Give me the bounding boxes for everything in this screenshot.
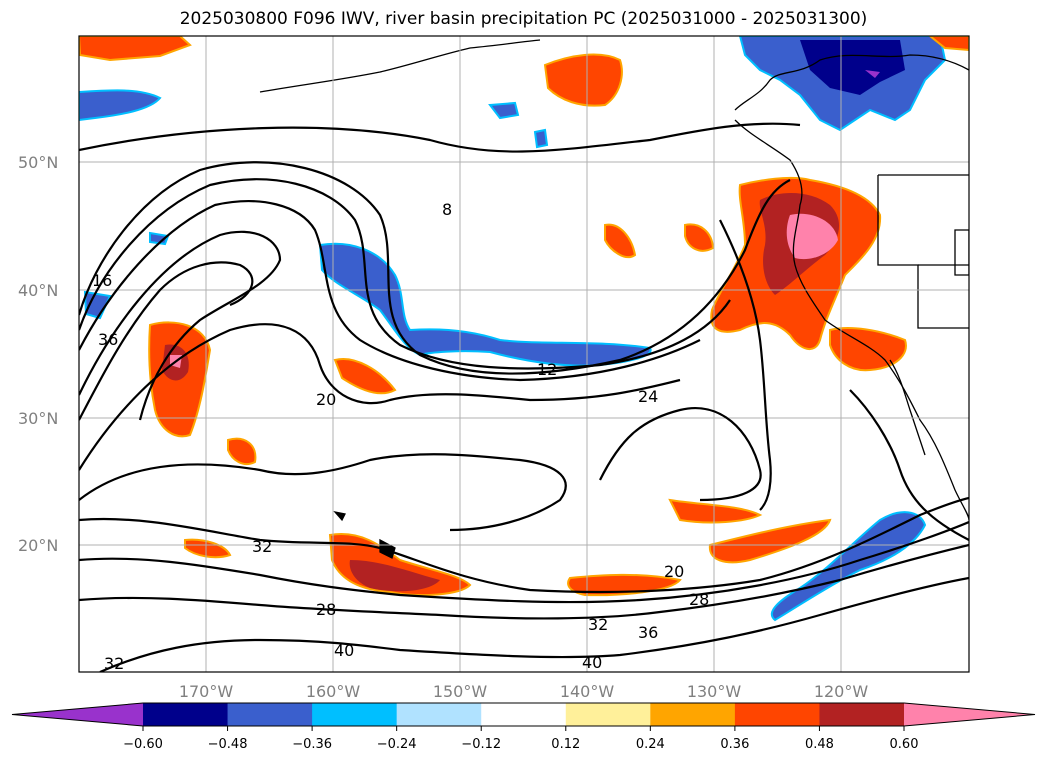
colorbar-swatch xyxy=(565,703,651,726)
colorbar-tick-label: −0.48 xyxy=(208,737,248,752)
contour-label: 28 xyxy=(689,590,709,609)
colorbar-ticks: −0.60 −0.48 −0.36 −0.24 −0.12 0.12 0.24 0.36 0.4… xyxy=(123,726,918,752)
colorbar-tick-label: −0.12 xyxy=(461,737,501,752)
contour-label: 32 xyxy=(104,654,124,673)
colorbar-swatch xyxy=(312,703,398,726)
lon-label: 140°W xyxy=(560,682,615,701)
colorbar-tick-label: 0.12 xyxy=(551,737,580,752)
contour-label: 16 xyxy=(92,271,112,290)
lat-label: 50°N xyxy=(18,153,58,172)
colorbar-swatch xyxy=(481,703,567,726)
longitude-labels: 170°W 160°W 150°W 140°W 130°W 120°W xyxy=(179,682,869,701)
contour-label: 32 xyxy=(252,537,272,556)
lon-label: 130°W xyxy=(687,682,742,701)
lon-label: 150°W xyxy=(433,682,488,701)
contour-label: 36 xyxy=(638,623,658,642)
lon-label: 160°W xyxy=(306,682,361,701)
colorbar-tick-label: −0.60 xyxy=(123,737,163,752)
contour-label: 12 xyxy=(537,360,557,379)
contour-label: 20 xyxy=(316,390,336,409)
colorbar-tick-label: −0.24 xyxy=(377,737,417,752)
map-title: 2025030800 F096 IWV, river basin precipi… xyxy=(179,9,868,29)
lat-label: 20°N xyxy=(18,536,58,555)
contour-labels: 8 16 36 20 12 24 32 28 40 20 28 32 36 40… xyxy=(92,200,709,673)
lon-label: 170°W xyxy=(179,682,234,701)
coastlines xyxy=(259,39,969,559)
lon-label: 120°W xyxy=(814,682,869,701)
latitude-labels: 50°N 40°N 30°N 20°N xyxy=(18,153,58,555)
colorbar-swatch xyxy=(227,703,313,726)
colorbar-extend-low xyxy=(12,703,143,726)
contour-label: 40 xyxy=(334,641,354,660)
contour-label: 32 xyxy=(588,615,608,634)
contour-label: 36 xyxy=(98,330,118,349)
contour-label: 20 xyxy=(664,562,684,581)
colorbar-swatch xyxy=(650,703,736,726)
colorbar-swatch xyxy=(143,703,229,726)
gridlines xyxy=(79,36,969,672)
colorbar-tick-label: 0.24 xyxy=(636,737,665,752)
colorbar-tick-label: 0.36 xyxy=(720,737,749,752)
colorbar-swatch xyxy=(819,703,905,726)
colorbar-tick-label: 0.60 xyxy=(890,737,919,752)
map-frame xyxy=(78,35,970,673)
contour-label: 40 xyxy=(582,653,602,672)
contour-label: 24 xyxy=(638,387,658,406)
iwv-contours xyxy=(79,122,969,672)
colorbar-extend-high xyxy=(904,703,1035,726)
negative-shading xyxy=(79,36,947,622)
contour-label: 8 xyxy=(442,200,452,219)
lat-label: 40°N xyxy=(18,281,58,300)
map-panel: 8 16 36 20 12 24 32 28 40 20 28 32 36 40… xyxy=(79,36,969,673)
colorbar xyxy=(11,702,1036,727)
colorbar-swatch xyxy=(734,703,820,726)
contour-label: 28 xyxy=(316,600,336,619)
colorbar-tick-label: 0.48 xyxy=(805,737,834,752)
lat-label: 30°N xyxy=(18,409,58,428)
colorbar-swatch xyxy=(396,703,482,726)
colorbar-tick-label: −0.36 xyxy=(292,737,332,752)
